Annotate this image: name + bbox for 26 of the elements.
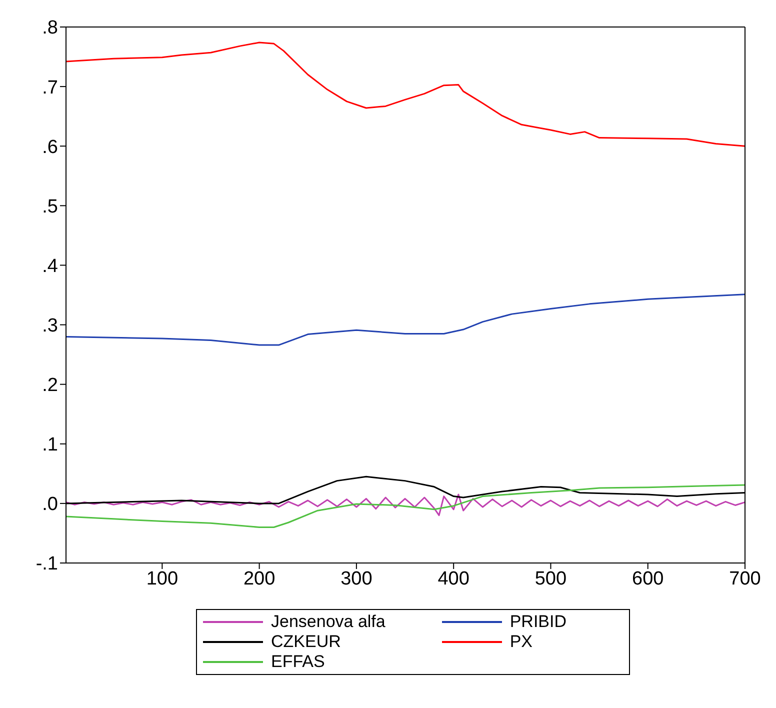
- legend-label: PX: [510, 632, 533, 652]
- line-series: [66, 494, 745, 516]
- y-tick-label: .1: [42, 434, 58, 456]
- y-tick-label: .8: [42, 18, 58, 39]
- x-tick-label: 200: [243, 568, 276, 590]
- x-tick-label: 500: [534, 568, 567, 590]
- x-tick-label: 300: [340, 568, 372, 590]
- legend-label: EFFAS: [271, 652, 325, 672]
- y-tick-label: .5: [42, 196, 58, 218]
- x-tick-label: 700: [729, 568, 761, 590]
- y-tick-label: .4: [42, 256, 58, 277]
- x-tick-label: 600: [632, 568, 664, 590]
- legend-label: PRIBID: [510, 612, 567, 632]
- y-tick-label: .6: [42, 136, 58, 158]
- line-series: [66, 484, 745, 528]
- x-tick-label: 100: [146, 568, 178, 590]
- y-tick-label: .3: [42, 316, 58, 337]
- legend-label: CZKEUR: [271, 632, 341, 652]
- y-tick-label: -.1: [36, 554, 58, 575]
- y-tick-label: .2: [42, 375, 58, 396]
- line-series: [66, 42, 745, 147]
- x-tick-label: 400: [438, 568, 470, 590]
- y-tick-label: .7: [42, 77, 58, 98]
- legend-label: Jensenova alfa: [271, 612, 386, 632]
- line-series: [66, 294, 745, 346]
- y-tick-label: .0: [42, 494, 58, 516]
